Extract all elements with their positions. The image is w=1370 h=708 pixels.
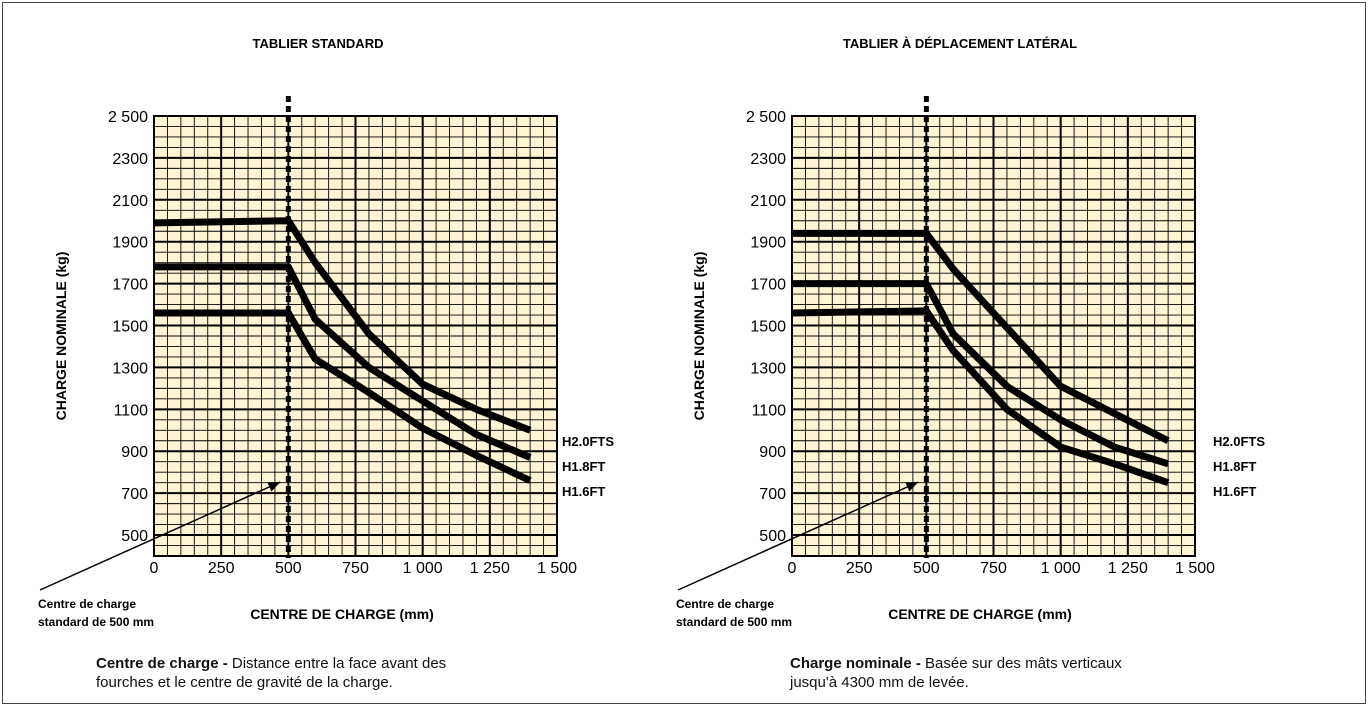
y-axis-title: CHARGE NOMINALE (kg): [53, 252, 69, 421]
x-tick-label: 1 500: [537, 560, 577, 577]
series-label: H2.0FTS: [1213, 434, 1265, 449]
y-tick-label: 1300: [750, 360, 786, 377]
annotation-arrow-head: [267, 482, 281, 492]
annotation-arrow-line: [677, 481, 919, 591]
x-axis-title: CENTRE DE CHARGE (mm): [250, 606, 434, 622]
series-line: [154, 309, 532, 484]
x-tick-label: 0: [150, 560, 159, 577]
y-tick-label: 1300: [112, 360, 148, 377]
note-load-center: Centre de charge - Distance entre la fac…: [96, 654, 566, 692]
series-label: H1.8FT: [562, 459, 605, 474]
standard-center-label-line2: standard de 500 mm: [38, 615, 154, 629]
y-tick-label: 1900: [112, 235, 148, 252]
plot-frame: [153, 115, 558, 557]
standard-center-label-line1: Centre de charge: [676, 597, 774, 611]
y-tick-label: 2 500: [108, 109, 148, 126]
series-label: H1.6FT: [562, 484, 605, 499]
x-tick-label: 500: [275, 560, 302, 577]
x-tick-label: 1 500: [1175, 560, 1215, 577]
y-tick-label: 500: [759, 528, 786, 545]
x-axis-title: CENTRE DE CHARGE (mm): [888, 606, 1072, 622]
note-rated-load: Charge nominale - Basée sur des mâts ver…: [790, 654, 1260, 692]
chart-title: TABLIER STANDARD: [253, 36, 384, 51]
y-tick-label: 900: [759, 444, 786, 461]
y-tick-label: 1500: [750, 319, 786, 336]
y-tick-label: 1700: [750, 277, 786, 294]
series-label: H1.8FT: [1213, 459, 1256, 474]
chart-1: TABLIER STANDARD 500 700 900 1100 1300 1500 170…: [38, 36, 614, 629]
y-tick-label: 2100: [750, 193, 786, 210]
x-tick-label: 1 250: [1108, 560, 1148, 577]
y-tick-label: 1900: [750, 235, 786, 252]
annotation-arrow-head: [905, 482, 919, 492]
y-tick-label: 900: [121, 444, 148, 461]
y-tick-label: 1100: [114, 402, 149, 419]
y-tick-label: 2300: [750, 151, 786, 168]
x-tick-label: 500: [913, 560, 940, 577]
chart-title: TABLIER À DÉPLACEMENT LATÉRAL: [843, 36, 1077, 51]
y-tick-label: 1700: [112, 277, 148, 294]
note-rated-load-text1: Basée sur des mâts verticaux: [925, 655, 1122, 672]
series-line: [154, 263, 532, 461]
x-tick-label: 250: [846, 560, 873, 577]
series-line: [792, 229, 1170, 444]
y-tick-label: 2300: [112, 151, 148, 168]
x-tick-label: 750: [980, 560, 1007, 577]
plot-frame: [791, 115, 1196, 557]
y-axis-title: CHARGE NOMINALE (kg): [691, 252, 707, 421]
note-load-center-text1: Distance entre la face avant des: [231, 655, 447, 672]
y-tick-label: 1100: [752, 402, 787, 419]
x-tick-label: 1 000: [1041, 560, 1081, 577]
y-tick-label: 2100: [112, 193, 148, 210]
x-tick-label: 0: [788, 560, 797, 577]
y-tick-label: 2 500: [746, 109, 786, 126]
series-label: H1.6FT: [1213, 484, 1256, 499]
series-line: [153, 217, 532, 434]
major-grid: [154, 115, 557, 556]
x-tick-label: 250: [208, 560, 235, 577]
note-rated-load-text2: jusqu'à 4300 mm de levée.: [790, 674, 969, 691]
series-label: H2.0FTS: [562, 434, 614, 449]
x-tick-label: 750: [342, 560, 369, 577]
series-line: [792, 280, 1170, 468]
standard-center-label-line1: Centre de charge: [38, 597, 136, 611]
y-tick-label: 700: [759, 486, 786, 503]
note-load-center-text2: fourches et le centre de gravité de la c…: [96, 674, 393, 691]
series-line: [791, 307, 1170, 486]
y-tick-label: 1500: [112, 319, 148, 336]
y-tick-label: 700: [121, 486, 148, 503]
note-rated-load-term: Charge nominale -: [790, 655, 926, 672]
annotation-arrow-line: [39, 481, 281, 591]
standard-center-label-line2: standard de 500 mm: [676, 615, 792, 629]
y-tick-label: 500: [121, 528, 148, 545]
x-tick-label: 1 250: [470, 560, 510, 577]
chart-2: TABLIER À DÉPLACEMENT LATÉRAL 500 700 900 11…: [676, 36, 1265, 629]
note-load-center-term: Centre de charge -: [96, 655, 232, 672]
x-tick-label: 1 000: [403, 560, 443, 577]
